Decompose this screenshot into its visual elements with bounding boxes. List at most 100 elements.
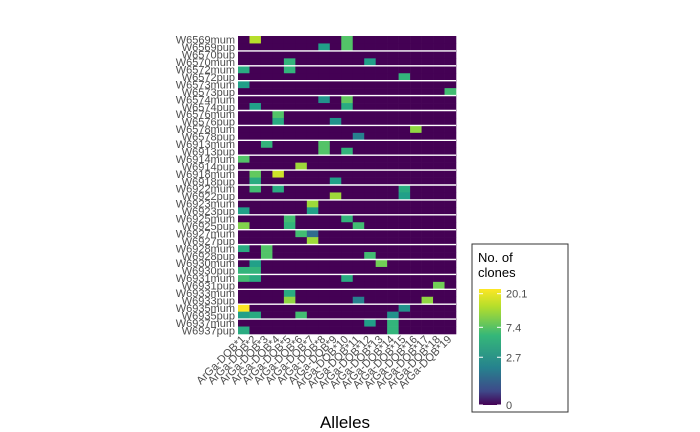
heatmap-cell — [364, 185, 376, 193]
heatmap-cell — [341, 43, 354, 52]
heatmap-cell — [306, 222, 319, 230]
heatmap-cell — [387, 304, 399, 312]
heatmap-cell — [364, 237, 376, 245]
heatmap-cell — [272, 125, 285, 134]
heatmap-cell — [410, 259, 422, 268]
heatmap-cell — [444, 50, 457, 59]
heatmap-cell — [352, 147, 365, 156]
heatmap-cell — [421, 207, 434, 216]
y-tick-label: W6937pup — [182, 325, 235, 337]
heatmap-cell — [398, 80, 411, 89]
heatmap-cell — [375, 214, 388, 223]
heatmap-cell — [272, 319, 285, 327]
heatmap-cell — [341, 207, 354, 216]
heatmap-cell — [272, 326, 285, 335]
heatmap-cell — [421, 43, 434, 52]
y-tick-label: W6574mum — [176, 94, 235, 106]
y-tick-label: W6923mum — [176, 199, 235, 211]
y-tick-label: W6922mum — [176, 184, 235, 196]
heatmap-cell — [364, 222, 376, 230]
heatmap-cell — [410, 237, 422, 245]
heatmap-cell — [283, 207, 296, 216]
heatmap-cell — [341, 281, 354, 290]
heatmap-cell — [329, 192, 342, 201]
heatmap-cell — [341, 170, 354, 178]
heatmap-cell — [295, 207, 308, 216]
heatmap-cell — [329, 65, 342, 74]
heatmap-cell — [295, 110, 308, 119]
heatmap-cell — [260, 326, 273, 335]
heatmap-cell — [398, 266, 411, 275]
heatmap-cell — [238, 244, 250, 253]
heatmap-cell — [375, 304, 388, 312]
heatmap-cell — [398, 88, 411, 96]
heatmap-cell — [283, 311, 296, 320]
heatmap-cell — [283, 95, 296, 104]
heatmap-cell — [421, 222, 434, 230]
heatmap-cell — [306, 274, 319, 283]
heatmap-cell — [375, 229, 388, 238]
heatmap-cell — [318, 103, 331, 111]
heatmap-cell — [283, 170, 296, 178]
heatmap-cell — [283, 162, 296, 171]
heatmap-cell — [375, 43, 388, 52]
heatmap-cell — [295, 281, 308, 290]
heatmap-cell — [306, 170, 319, 178]
heatmap-cell — [421, 147, 434, 156]
heatmap-cell — [433, 326, 445, 335]
y-tick-label: W6570pup — [182, 50, 235, 62]
heatmap-cell — [433, 147, 445, 156]
heatmap-cell — [352, 185, 365, 193]
heatmap-cell — [341, 289, 354, 298]
heatmap-cell — [295, 311, 308, 320]
heatmap-cell — [238, 229, 250, 238]
heatmap-cell — [260, 296, 273, 305]
heatmap-cell — [352, 266, 365, 275]
heatmap-cell — [306, 326, 319, 335]
heatmap-cell — [433, 88, 445, 96]
heatmap-cell — [260, 289, 273, 298]
heatmap-cell — [352, 214, 365, 223]
heatmap-cell — [318, 95, 331, 104]
color-legend: No. of clones 20.1 7.4 2.7 0 — [471, 243, 569, 413]
heatmap-cell — [260, 237, 273, 245]
heatmap-cell — [306, 162, 319, 171]
heatmap-cell — [249, 36, 262, 44]
heatmap-cell — [421, 296, 434, 305]
y-tick-label: W6922pup — [182, 191, 235, 203]
heatmap-cell — [260, 58, 273, 67]
heatmap-cell — [398, 185, 411, 193]
heatmap-cell — [398, 259, 411, 268]
heatmap-cell — [375, 80, 388, 89]
heatmap-cell — [387, 259, 399, 268]
heatmap-cell — [352, 103, 365, 111]
heatmap-cell — [433, 214, 445, 223]
heatmap-cell — [352, 326, 365, 335]
heatmap-cell — [318, 214, 331, 223]
heatmap-cell — [295, 289, 308, 298]
heatmap-cell — [283, 222, 296, 230]
heatmap-cell — [306, 252, 319, 260]
heatmap-cell — [329, 177, 342, 186]
heatmap-cell — [364, 43, 376, 52]
heatmap-cell — [249, 50, 262, 59]
heatmap-cell — [238, 140, 250, 149]
heatmap-cell — [341, 36, 354, 44]
heatmap-cell — [364, 155, 376, 163]
y-tick-label: W6576pup — [182, 117, 235, 129]
heatmap-cell — [329, 110, 342, 119]
heatmap-cell — [329, 222, 342, 230]
heatmap-cell — [272, 281, 285, 290]
heatmap-cell — [341, 326, 354, 335]
heatmap-cell — [375, 192, 388, 201]
heatmap-cell — [410, 244, 422, 253]
heatmap-cell — [329, 185, 342, 193]
heatmap-cell — [444, 132, 457, 141]
heatmap-cell — [272, 95, 285, 104]
heatmap-cell — [318, 88, 331, 96]
heatmap-cell — [260, 199, 273, 208]
heatmap-cell — [444, 170, 457, 178]
heatmap-cell — [329, 274, 342, 283]
y-tick-label: W6925pup — [182, 221, 235, 233]
y-tick-label: W6573pup — [182, 87, 235, 99]
